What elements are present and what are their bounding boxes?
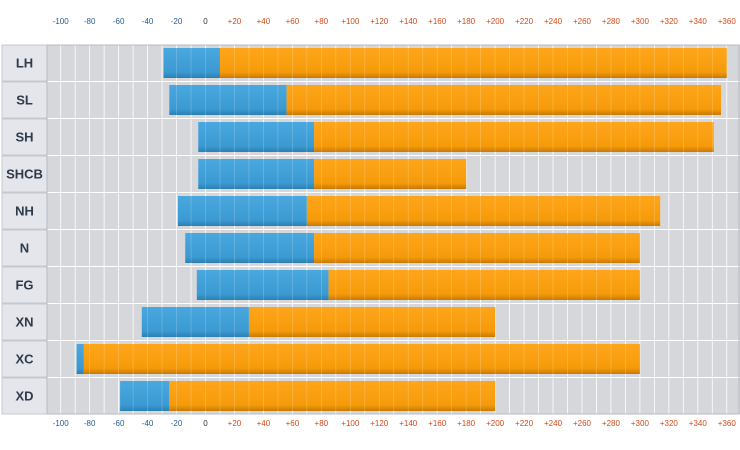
x-tick-label-top: +300	[631, 17, 650, 26]
bar-orange-segment	[306, 196, 661, 226]
x-tick-label-top: +340	[689, 17, 708, 26]
x-tick-label-bottom: +280	[602, 419, 621, 428]
bar-blue-segment	[185, 233, 315, 263]
category-label: N	[20, 241, 29, 256]
x-tick-label-top: +180	[457, 17, 476, 26]
x-tick-label-bottom: +360	[718, 419, 737, 428]
x-tick-label-top: +200	[486, 17, 505, 26]
bar-blue-segment	[177, 196, 307, 226]
x-tick-label-top: +220	[515, 17, 534, 26]
x-tick-label-bottom: +20	[228, 419, 242, 428]
x-tick-label-top: +160	[428, 17, 447, 26]
category-label-cell	[1, 118, 48, 156]
x-tick-label-bottom: -80	[84, 419, 96, 428]
category-label: LH	[16, 56, 33, 71]
x-tick-label-top: -80	[84, 17, 96, 26]
x-tick-label-top: +100	[341, 17, 360, 26]
x-tick-label-bottom: -20	[171, 419, 183, 428]
x-tick-label-bottom: +320	[660, 419, 679, 428]
category-label: XC	[15, 352, 34, 367]
category-label-cell	[1, 303, 48, 341]
x-tick-label-top: +60	[286, 17, 300, 26]
x-tick-label-top: 0	[203, 17, 208, 26]
bar-blue-segment	[198, 122, 315, 152]
x-tick-label-bottom: -60	[113, 419, 125, 428]
x-tick-label-bottom: +80	[315, 419, 329, 428]
x-tick-label-bottom: +180	[457, 419, 476, 428]
bar-blue-segment	[76, 344, 84, 374]
bar-blue-segment	[196, 270, 329, 300]
bar-blue-segment	[120, 381, 170, 411]
x-tick-label-bottom: +40	[257, 419, 271, 428]
x-tick-label-bottom: +340	[689, 419, 708, 428]
category-label-cell	[1, 155, 48, 193]
x-tick-label-top: +320	[660, 17, 679, 26]
bar-orange-segment	[328, 270, 640, 300]
x-tick-label-top: +80	[315, 17, 329, 26]
x-tick-label-top: +240	[544, 17, 563, 26]
x-tick-label-bottom: +260	[573, 419, 592, 428]
category-label-cell	[1, 229, 48, 267]
x-tick-label-bottom: +100	[341, 419, 360, 428]
category-label: SH	[15, 130, 33, 145]
x-tick-label-top: -100	[53, 17, 70, 26]
x-tick-label-bottom: -100	[53, 419, 70, 428]
bar-blue-segment	[198, 159, 315, 189]
x-tick-label-top: +120	[370, 17, 389, 26]
x-tick-label-bottom: +120	[370, 419, 389, 428]
x-tick-label-bottom: +60	[286, 419, 300, 428]
x-tick-label-top: -60	[113, 17, 125, 26]
bar-blue-segment	[141, 307, 249, 337]
x-tick-label-top: +260	[573, 17, 592, 26]
bar-orange-segment	[314, 122, 714, 152]
category-label: SHCB	[6, 167, 43, 182]
category-label: NH	[15, 204, 34, 219]
bar-orange-segment	[83, 344, 640, 374]
x-tick-label-bottom: +300	[631, 419, 650, 428]
x-tick-label-bottom: -40	[142, 419, 154, 428]
bar-blue-segment	[169, 85, 287, 115]
category-label: SL	[16, 93, 33, 108]
x-tick-label-top: -20	[171, 17, 183, 26]
x-tick-label-bottom: +140	[399, 419, 418, 428]
bar-orange-segment	[314, 159, 467, 189]
x-tick-label-top: +280	[602, 17, 621, 26]
category-label-cell	[1, 340, 48, 378]
category-label-cell	[1, 192, 48, 230]
plot-frame	[46, 44, 740, 415]
x-tick-label-bottom: +240	[544, 419, 563, 428]
bar-orange-segment	[286, 85, 721, 115]
bar-orange-segment	[169, 381, 496, 411]
x-tick-label-top: +40	[257, 17, 271, 26]
category-label: XD	[15, 389, 33, 404]
bar-blue-segment	[163, 48, 220, 78]
x-tick-label-top: +360	[718, 17, 737, 26]
category-label: XN	[15, 315, 33, 330]
x-tick-label-top: -40	[142, 17, 154, 26]
x-tick-label-bottom: 0	[203, 419, 208, 428]
x-tick-label-top: +20	[228, 17, 242, 26]
category-label: FG	[15, 278, 33, 293]
category-label-cell	[1, 44, 48, 82]
x-tick-label-bottom: +220	[515, 419, 534, 428]
x-tick-label-bottom: +160	[428, 419, 447, 428]
x-tick-label-top: +140	[399, 17, 418, 26]
bar-orange-segment	[248, 307, 496, 337]
bar-orange-segment	[314, 233, 640, 263]
bar-orange-segment	[219, 48, 727, 78]
x-tick-label-bottom: +200	[486, 419, 505, 428]
